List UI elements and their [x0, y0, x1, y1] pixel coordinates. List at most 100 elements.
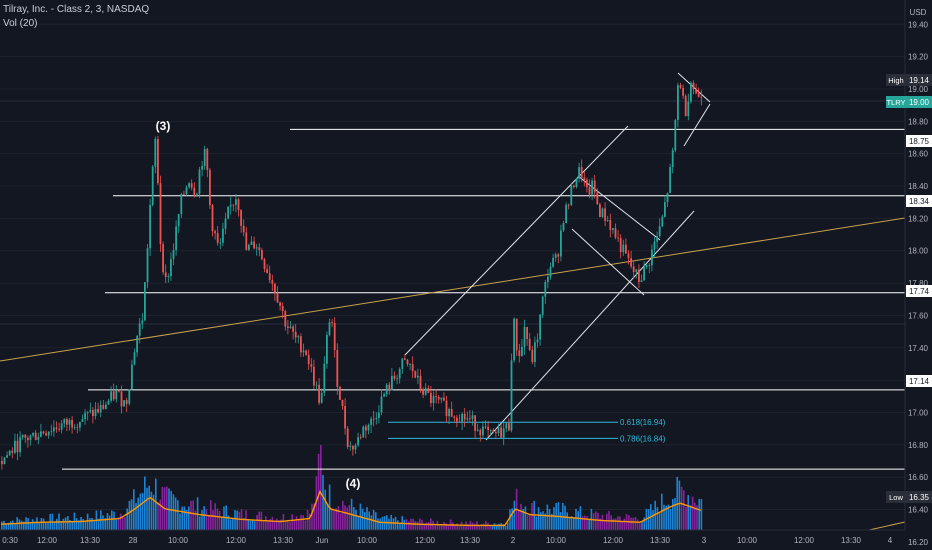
candle-body [656, 236, 658, 242]
volume-bar [298, 519, 300, 530]
wave-label: (3) [156, 119, 171, 133]
volume-bar [595, 511, 597, 530]
volume-bar [639, 522, 641, 530]
volume-bar [568, 517, 571, 530]
candle-body [271, 280, 274, 284]
channel-lower-line [485, 210, 695, 441]
volume-bar [91, 517, 93, 530]
price-scale[interactable]: USD16.2016.4016.6016.8017.0017.2017.4017… [886, 0, 932, 550]
candle-body [461, 413, 463, 423]
volume-bar [540, 512, 542, 530]
candle-body [89, 410, 92, 412]
candle-body [635, 269, 638, 273]
candle-body [375, 417, 378, 419]
candle-body [531, 349, 534, 363]
time-scale[interactable]: 0:30 12:00 13:30 28 10:00 12:00 13:30 Jun 10:00 1… [0, 529, 905, 550]
volume-bar [141, 492, 144, 530]
candle-body [393, 375, 396, 379]
time-tick-label: 2 [511, 536, 516, 545]
candle-body [406, 359, 409, 365]
volume-bar [62, 518, 65, 530]
candle-body [45, 433, 47, 436]
candle-body [669, 167, 671, 193]
candle-body [443, 397, 445, 401]
volume-bar [425, 522, 428, 530]
time-tick-label: 10:00 [737, 536, 758, 545]
candle-body [50, 431, 53, 433]
candle-body [653, 241, 656, 250]
volume-bar [379, 518, 381, 530]
volume-indicator-label: Vol (20) [3, 18, 38, 29]
volume-bar [40, 518, 43, 530]
candle-body [575, 178, 578, 187]
volume-bar [691, 496, 694, 530]
candle-body [526, 326, 528, 339]
volume-bar [592, 513, 595, 530]
candle-body [617, 237, 619, 239]
volume-bar [71, 521, 73, 530]
price-tag-value: 19.00 [909, 98, 930, 107]
candle-body [536, 339, 539, 343]
volume-bar [69, 520, 71, 530]
time-tick-label: Jun [316, 536, 329, 545]
volume-bar [14, 523, 16, 530]
volume-bar [597, 512, 599, 530]
time-tick-label: 13:30 [80, 536, 101, 545]
volume-bar [262, 520, 265, 530]
volume-bar [188, 506, 190, 530]
volume-bar [416, 521, 419, 530]
volume-bar [287, 520, 289, 530]
candle-body [11, 450, 14, 453]
candle-body [268, 273, 271, 281]
volume-bar [427, 521, 430, 530]
drawing-tools[interactable]: 0.618(16.94) 0.786(16.84) [0, 72, 906, 533]
volume-bar [441, 524, 443, 530]
candle-body [3, 457, 6, 465]
candle-body [450, 409, 453, 417]
candle-body [409, 364, 411, 365]
volume-bar [346, 507, 348, 530]
candle-body [203, 149, 206, 166]
candle-body [177, 214, 180, 227]
candle-body [349, 445, 352, 447]
price-tag-box [906, 375, 932, 387]
volume-bar [320, 445, 322, 530]
candle-body [671, 150, 674, 168]
volume-bar [271, 516, 274, 530]
volume-bar [513, 500, 516, 530]
candle-body [216, 233, 219, 243]
candle-body [508, 423, 510, 431]
candle-body [510, 360, 513, 431]
candle-body [440, 397, 443, 400]
volume-bar [53, 521, 56, 530]
candle-body [55, 427, 58, 429]
candle-body [63, 419, 66, 424]
candle-body [396, 378, 398, 380]
volume-ma-line [0, 489, 701, 527]
candle-body [562, 223, 565, 231]
candle-body [253, 241, 255, 249]
candle-body [94, 409, 97, 417]
candle-body [6, 455, 8, 458]
volume-bar [509, 509, 511, 530]
candle-body [110, 391, 112, 401]
candle-body [287, 326, 289, 329]
candle-body [383, 394, 385, 397]
candle-body [518, 350, 521, 356]
candle-body [380, 396, 383, 413]
volume-bar [663, 504, 665, 530]
price-tag-label: TLRY [886, 98, 905, 107]
candle-body [479, 429, 482, 436]
volume-bar [511, 508, 513, 530]
volume-bar [194, 510, 197, 530]
volume-bar [97, 518, 100, 530]
volume-bar [522, 509, 524, 530]
candle-body [185, 187, 188, 194]
volume-bar [544, 513, 546, 530]
candle-body [580, 167, 583, 178]
volume-bar [177, 500, 179, 530]
candle-body [328, 322, 331, 335]
volume-bar [229, 519, 232, 530]
candle-body [227, 206, 229, 219]
